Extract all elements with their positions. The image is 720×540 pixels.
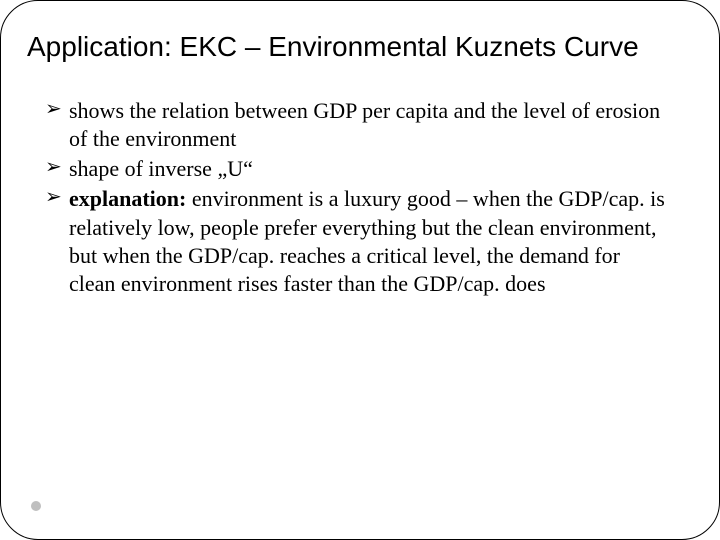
bullet-prefix: explanation: <box>69 186 186 211</box>
list-item: shows the relation between GDP per capit… <box>69 97 667 153</box>
slide-title: Application: EKC – Environmental Kuznets… <box>23 31 697 63</box>
bullet-text: shows the relation between GDP per capit… <box>69 98 660 151</box>
bullet-text: shape of inverse „U“ <box>69 156 253 181</box>
bullet-list: shows the relation between GDP per capit… <box>23 97 697 298</box>
decorative-dot-icon <box>31 501 41 511</box>
list-item: shape of inverse „U“ <box>69 155 667 183</box>
slide-frame: Application: EKC – Environmental Kuznets… <box>0 0 720 540</box>
list-item: explanation: environment is a luxury goo… <box>69 185 667 298</box>
